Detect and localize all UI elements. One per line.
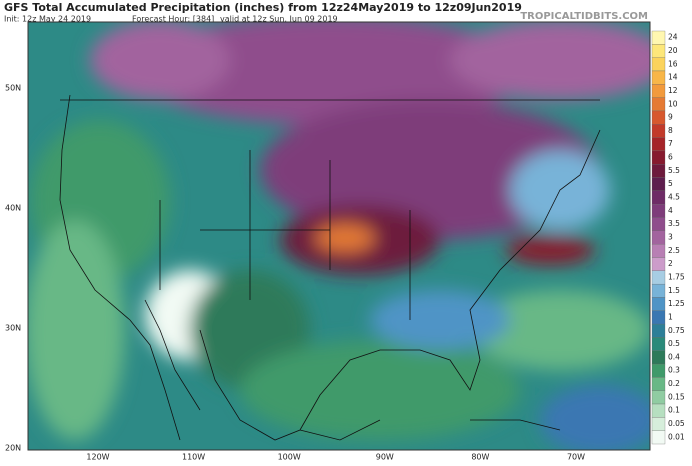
colorbar-label: 7 bbox=[668, 139, 673, 148]
colorbar-label: 1.75 bbox=[668, 272, 685, 281]
colorbar-swatch bbox=[651, 84, 666, 98]
colorbar-label: 4 bbox=[668, 206, 673, 215]
colorbar: 24 20 16 14 12 10 9 8 7 6 5.5 5 4.5 4 3.5 3 2.5 2 1.75 1.5 1… bbox=[651, 30, 685, 445]
colorbar-label: 1.25 bbox=[668, 299, 685, 308]
colorbar-swatch bbox=[651, 323, 666, 338]
colorbar-swatch bbox=[651, 150, 666, 165]
colorbar-swatch bbox=[651, 244, 666, 258]
colorbar-label: 0.4 bbox=[668, 352, 680, 361]
title: GFS Total Accumulated Precipitation (inc… bbox=[4, 1, 522, 14]
colorbar-label: 4.5 bbox=[668, 193, 680, 202]
colorbar-label: 0.75 bbox=[668, 326, 685, 335]
colorbar-label: 5 bbox=[668, 179, 673, 188]
colorbar-swatch bbox=[651, 204, 666, 218]
colorbar-swatch bbox=[651, 283, 666, 298]
colorbar-swatch bbox=[651, 297, 666, 311]
colorbar-swatch bbox=[651, 430, 666, 445]
colorbar-label: 0.01 bbox=[668, 432, 685, 441]
colorbar-swatch bbox=[651, 350, 666, 365]
colorbar-swatch bbox=[651, 230, 666, 245]
colorbar-swatch bbox=[651, 403, 666, 418]
colorbar-swatch bbox=[651, 70, 666, 85]
colorbar-label: 0.5 bbox=[668, 339, 680, 348]
colorbar-label: 2 bbox=[668, 259, 673, 268]
lat-label: 40N bbox=[5, 204, 21, 213]
colorbar-swatch bbox=[651, 177, 666, 192]
colorbar-label: 0.2 bbox=[668, 379, 680, 388]
colorbar-swatch bbox=[651, 377, 666, 391]
colorbar-label: 0.05 bbox=[668, 419, 685, 428]
colorbar-label: 3 bbox=[668, 233, 673, 242]
colorbar-swatch bbox=[651, 390, 666, 405]
lon-label: 70W bbox=[567, 453, 585, 462]
colorbar-label: 3.5 bbox=[668, 219, 680, 228]
colorbar-label: 12 bbox=[668, 86, 678, 95]
colorbar-label: 24 bbox=[668, 33, 678, 42]
valid-time: valid at 12z Sun, Jun 09 2019 bbox=[220, 15, 338, 24]
colorbar-label: 16 bbox=[668, 59, 678, 68]
colorbar-label: 6 bbox=[668, 153, 673, 162]
lat-labels: 50N 40N 30N 20N bbox=[5, 84, 21, 453]
colorbar-label: 0.3 bbox=[668, 366, 680, 375]
colorbar-swatch bbox=[651, 217, 666, 231]
colorbar-swatch bbox=[651, 417, 666, 431]
colorbar-label: 9 bbox=[668, 113, 673, 122]
coastlines bbox=[59, 94, 601, 441]
map-frame bbox=[27, 21, 651, 451]
colorbar-label: 10 bbox=[668, 99, 678, 108]
colorbar-label: 0.1 bbox=[668, 406, 680, 415]
site-name: TROPICALTIDBITS.COM bbox=[520, 11, 648, 22]
colorbar-swatch bbox=[651, 164, 666, 178]
colorbar-swatch bbox=[651, 124, 666, 138]
lon-label: 120W bbox=[86, 453, 109, 462]
colorbar-label: 0.15 bbox=[668, 392, 685, 401]
map bbox=[28, 22, 650, 450]
precip-field bbox=[28, 22, 650, 450]
colorbar-swatch bbox=[651, 270, 666, 285]
colorbar-swatch bbox=[651, 363, 666, 378]
colorbar-swatch bbox=[651, 44, 666, 58]
colorbar-swatch bbox=[651, 110, 666, 125]
colorbar-swatch bbox=[651, 137, 666, 152]
colorbar-swatch bbox=[651, 337, 666, 351]
lon-label: 90W bbox=[376, 453, 394, 462]
colorbar-swatch bbox=[651, 57, 666, 72]
colorbar-swatch bbox=[651, 190, 666, 205]
colorbar-label: 20 bbox=[668, 46, 678, 55]
colorbar-label: 2.5 bbox=[668, 246, 680, 255]
colorbar-swatch bbox=[651, 257, 666, 271]
colorbar-label: 5.5 bbox=[668, 166, 680, 175]
lat-label: 30N bbox=[5, 324, 21, 333]
colorbar-label: 1.5 bbox=[668, 286, 680, 295]
init-text: Init: 12z May 24 2019 bbox=[4, 15, 91, 24]
colorbar-swatch bbox=[651, 310, 666, 325]
forecast-hour: Forecast Hour: [384] bbox=[132, 15, 214, 24]
colorbar-label: 1 bbox=[668, 312, 673, 321]
lat-label: 20N bbox=[5, 444, 21, 453]
colorbar-swatch bbox=[651, 97, 666, 112]
colorbar-swatch bbox=[651, 30, 666, 45]
lon-label: 110W bbox=[182, 453, 205, 462]
colorbar-label: 14 bbox=[668, 73, 678, 82]
colorbar-label: 8 bbox=[668, 126, 673, 135]
lon-label: 100W bbox=[278, 453, 301, 462]
lat-label: 50N bbox=[5, 84, 21, 93]
lon-label: 80W bbox=[471, 453, 489, 462]
lon-labels: 120W 110W 100W 90W 80W 70W bbox=[86, 453, 585, 462]
